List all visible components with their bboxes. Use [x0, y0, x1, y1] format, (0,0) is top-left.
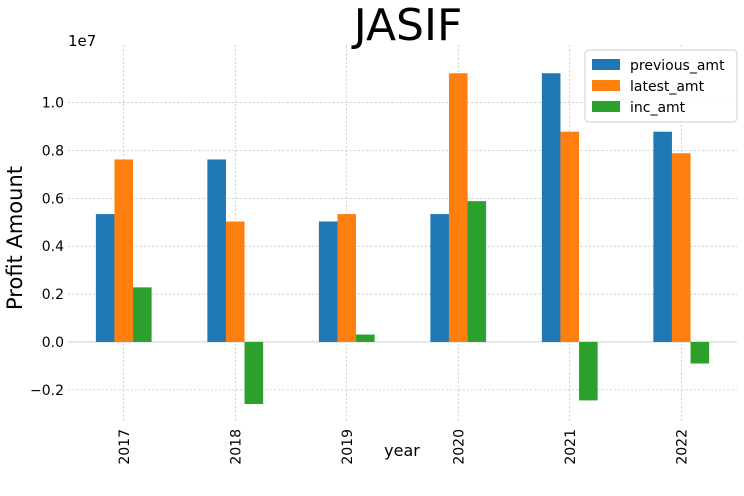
bar-previous_amt-2017 [95, 214, 115, 342]
bar-latest_amt-2017 [114, 159, 134, 342]
bars [95, 73, 710, 404]
x-tick-label: 2019 [340, 429, 356, 465]
y-tick-label: 0.4 [42, 239, 64, 255]
bar-latest_amt-2022 [671, 153, 691, 342]
legend-label-previous_amt: previous_amt [630, 58, 725, 74]
x-tick-label: 2018 [228, 429, 244, 465]
y-gridlines [68, 102, 737, 391]
y-tick-label: 0.0 [42, 335, 64, 351]
y-tick-labels: −0.2 0.0 0.2 0.4 0.6 0.8 1.0 [30, 95, 64, 398]
bar-latest_amt-2021 [560, 131, 580, 342]
bar-inc_amt-2017 [133, 287, 152, 342]
bar-inc_amt-2018 [244, 341, 264, 404]
bar-latest_amt-2019 [337, 214, 357, 342]
legend-box [584, 49, 738, 123]
legend-swatch-inc_amt [592, 101, 620, 112]
y-tick-label: 0.2 [42, 287, 64, 303]
legend-label-latest_amt: latest_amt [630, 79, 705, 95]
x-tick-label: 2020 [451, 429, 467, 465]
y-scale-label: 1e7 [68, 32, 96, 50]
legend: previous_amt latest_amt inc_amt [584, 49, 738, 123]
chart-title: JASIF [351, 0, 463, 51]
legend-swatch-latest_amt [592, 80, 620, 91]
legend-swatch-previous_amt [592, 59, 620, 70]
bar-previous_amt-2020 [430, 214, 449, 342]
x-tick-label: 2017 [117, 429, 133, 465]
y-axis-label: Profit Amount [3, 166, 27, 310]
bar-inc_amt-2021 [579, 341, 598, 401]
bar-inc_amt-2022 [690, 341, 710, 364]
x-tick-label: 2021 [563, 429, 579, 465]
x-tick-labels: 2017 2018 2019 2020 2021 2022 [117, 429, 691, 465]
y-tick-label: −0.2 [30, 383, 64, 399]
x-axis-label: year [384, 441, 420, 460]
bar-latest_amt-2018 [225, 221, 245, 342]
y-tick-label: 1.0 [42, 95, 64, 111]
y-tick-label: 0.6 [42, 191, 64, 207]
legend-label-inc_amt: inc_amt [630, 100, 686, 116]
bar-previous_amt-2021 [541, 73, 561, 342]
bar-previous_amt-2022 [653, 131, 672, 342]
bar-inc_amt-2019 [356, 334, 375, 342]
y-tick-label: 0.8 [42, 143, 64, 159]
bar-inc_amt-2020 [467, 201, 487, 342]
bar-latest_amt-2020 [448, 73, 468, 342]
x-tick-label: 2022 [674, 429, 690, 465]
bar-previous_amt-2018 [207, 159, 226, 342]
bar-previous_amt-2019 [318, 221, 338, 342]
